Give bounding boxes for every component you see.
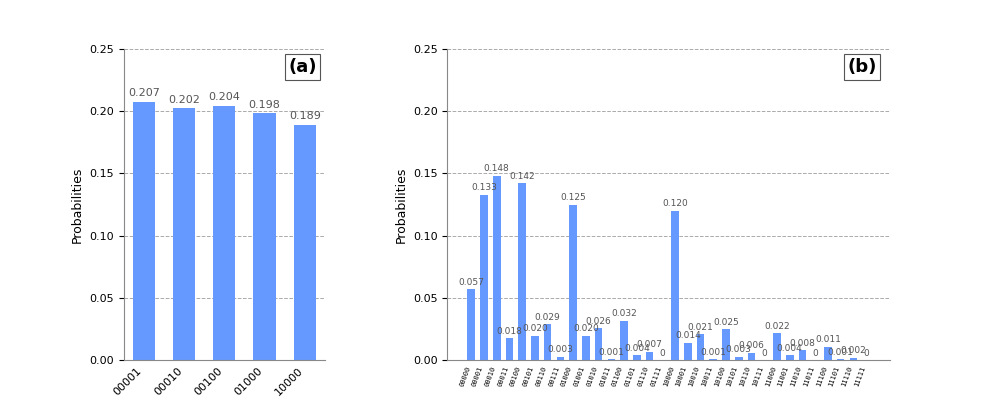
Text: 0.204: 0.204 [209,92,240,102]
Bar [557,357,565,360]
Text: 0.120: 0.120 [663,199,688,208]
Text: 0.202: 0.202 [168,95,200,105]
Bar [518,183,526,360]
Bar [620,320,628,360]
Bar [773,333,780,360]
Bar [799,350,806,360]
Bar [696,334,704,360]
Bar [722,329,730,360]
Bar [786,356,793,360]
Text: 0.001: 0.001 [598,348,624,357]
Text: 0: 0 [863,349,869,358]
Text: 0.004: 0.004 [624,344,650,353]
Text: 0.001: 0.001 [828,348,854,357]
Bar [480,194,488,360]
Text: 0.057: 0.057 [458,278,485,287]
Bar [735,357,743,360]
Bar [607,359,615,360]
Text: 0.002: 0.002 [841,346,866,356]
Text: 0.029: 0.029 [535,313,561,322]
Bar [672,211,678,360]
Bar [253,113,276,360]
Bar [294,125,315,360]
Bar [468,289,475,360]
Bar [646,352,654,360]
Text: 0.021: 0.021 [687,323,713,332]
Text: 0.004: 0.004 [776,344,803,353]
Text: 0.025: 0.025 [713,318,739,327]
Text: 0.007: 0.007 [637,340,663,349]
Bar [850,358,857,360]
Text: 0.133: 0.133 [471,183,496,192]
Y-axis label: Probabilities: Probabilities [395,166,407,243]
Text: 0.020: 0.020 [522,324,548,333]
Bar [493,176,500,360]
Text: 0: 0 [762,349,767,358]
Bar [505,338,513,360]
Bar [824,347,832,360]
Text: (b): (b) [848,58,877,76]
Bar [633,356,641,360]
Bar [133,102,155,360]
Text: 0.008: 0.008 [789,339,815,348]
Text: 0.022: 0.022 [764,322,790,330]
Text: 0.018: 0.018 [496,326,522,335]
Bar [570,205,577,360]
Text: 0.014: 0.014 [674,331,700,341]
Text: 0.026: 0.026 [585,317,611,326]
Y-axis label: Probabilities: Probabilities [70,166,84,243]
Text: 0.148: 0.148 [484,164,509,173]
Bar [214,106,235,360]
Text: 0.001: 0.001 [700,348,726,357]
Text: 0.003: 0.003 [548,345,574,354]
Text: 0.142: 0.142 [509,172,535,181]
Bar [748,353,756,360]
Text: 0.207: 0.207 [128,89,160,98]
Text: 0.189: 0.189 [289,111,320,121]
Text: 0.032: 0.032 [611,309,637,318]
Text: 0.125: 0.125 [561,193,586,202]
Text: 0.011: 0.011 [815,335,841,344]
Text: (a): (a) [289,58,316,76]
Text: 0.003: 0.003 [726,345,752,354]
Bar [173,109,195,360]
Text: 0: 0 [812,349,818,358]
Text: 0: 0 [660,349,666,358]
Bar [531,335,539,360]
Bar [837,359,845,360]
Bar [544,324,552,360]
Text: 0.198: 0.198 [248,100,281,110]
Bar [709,359,717,360]
Text: 0.020: 0.020 [573,324,598,333]
Bar [583,335,589,360]
Text: 0.006: 0.006 [739,341,764,350]
Bar [594,328,602,360]
Bar [684,343,691,360]
